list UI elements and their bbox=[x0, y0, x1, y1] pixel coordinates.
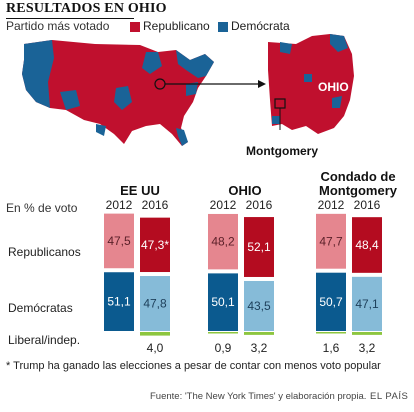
label-lib-ohio-2012: 0,9 bbox=[215, 341, 232, 355]
bar-dem-ohio-2012 bbox=[208, 273, 238, 331]
label-rep-ee-uu-2016: 47,3* bbox=[141, 238, 169, 252]
units-label: En % de voto bbox=[6, 201, 78, 215]
us-map-mid-atlantic bbox=[186, 82, 198, 96]
year-label-ee-uu-2012: 2012 bbox=[106, 198, 133, 212]
ohio-map-northeast bbox=[330, 34, 348, 52]
bar-lib-ohio-2016 bbox=[244, 332, 274, 335]
map-subtitle: Partido más votado bbox=[6, 19, 110, 33]
us-map-northeast bbox=[176, 50, 214, 78]
legend-swatch-republicano bbox=[130, 22, 140, 32]
bar-lib-montgomery-2012 bbox=[316, 332, 346, 334]
footnote: * Trump ha ganado las elecciones a pesar… bbox=[6, 360, 381, 372]
us-map-southwest bbox=[60, 90, 80, 110]
ohio-map-cincinnati bbox=[272, 116, 280, 124]
label-dem-ee-uu-2016: 47,8 bbox=[143, 297, 167, 311]
bar-rep-ee-uu-2012 bbox=[104, 213, 134, 269]
group-title-montgomery-line-1: Condado de bbox=[320, 169, 396, 184]
brand-credit: EL PAÍS bbox=[370, 391, 409, 402]
label-dem-montgomery-2012: 50,7 bbox=[319, 295, 343, 309]
row-label-liberal: Liberal/indep. bbox=[8, 333, 81, 347]
label-lib-montgomery-2016: 3,2 bbox=[359, 341, 376, 355]
ohio-map bbox=[268, 34, 354, 134]
ohio-map-southeast bbox=[332, 96, 342, 108]
bar-rep-montgomery-2016 bbox=[352, 217, 382, 273]
label-dem-ohio-2016: 43,5 bbox=[247, 299, 271, 313]
results-chart: 2012 51,1 47,5 2016 47,8 47,3* 4,0 2012 50,1 48,2… bbox=[104, 198, 382, 355]
ohio-map-columbus bbox=[304, 74, 312, 82]
bar-lib-ohio-2012 bbox=[208, 332, 238, 334]
bar-rep-ohio-2016 bbox=[244, 217, 274, 277]
label-rep-montgomery-2016: 48,4 bbox=[355, 238, 379, 252]
bar-dem-ee-uu-2012 bbox=[104, 272, 134, 331]
ohio-map-toledo bbox=[280, 42, 292, 54]
year-label-montgomery-2016: 2016 bbox=[354, 198, 381, 212]
label-dem-montgomery-2016: 47,1 bbox=[355, 297, 379, 311]
group-title-montgomery: Condado de Montgomery bbox=[308, 170, 408, 198]
bar-lib-montgomery-2016 bbox=[352, 332, 382, 335]
legend-label-democrata: Demócrata bbox=[231, 19, 290, 33]
bar-rep-ohio-2012 bbox=[208, 213, 238, 270]
us-map-florida bbox=[176, 128, 188, 146]
bar-lib-ee-uu-2016 bbox=[140, 332, 170, 336]
us-map bbox=[22, 40, 214, 146]
year-label-ohio-2012: 2012 bbox=[210, 198, 237, 212]
row-label-republicanos: Republicanos bbox=[8, 245, 81, 259]
bar-rep-montgomery-2012 bbox=[316, 213, 346, 269]
us-map-texas-south bbox=[96, 124, 106, 136]
bar-dem-montgomery-2016 bbox=[352, 276, 382, 331]
chart-title: RESULTADOS EN OHIO bbox=[6, 1, 167, 16]
connector-arrow bbox=[258, 80, 266, 88]
label-dem-ee-uu-2012: 51,1 bbox=[107, 295, 131, 309]
label-lib-ohio-2016: 3,2 bbox=[251, 341, 268, 355]
legend-swatch-democrata bbox=[218, 22, 228, 32]
bar-dem-ohio-2016 bbox=[244, 280, 274, 331]
label-rep-ohio-2016: 52,1 bbox=[247, 240, 271, 254]
us-map-mississippi bbox=[114, 86, 132, 110]
group-title-montgomery-line-2: Montgomery bbox=[319, 183, 397, 198]
source-credit: Fuente: 'The New York Times' y elaboraci… bbox=[150, 391, 367, 402]
bar-rep-ee-uu-2016 bbox=[140, 217, 170, 273]
label-lib-montgomery-2012: 1,6 bbox=[323, 341, 340, 355]
year-label-ee-uu-2016: 2016 bbox=[142, 198, 169, 212]
label-rep-montgomery-2012: 47,7 bbox=[319, 234, 343, 248]
label-rep-ohio-2012: 48,2 bbox=[211, 235, 235, 249]
title-underline bbox=[6, 18, 134, 19]
label-dem-ohio-2012: 50,1 bbox=[211, 295, 235, 309]
row-label-democratas: Demócratas bbox=[8, 301, 73, 315]
year-label-montgomery-2012: 2012 bbox=[318, 198, 345, 212]
ohio-map-base bbox=[268, 34, 354, 134]
bar-dem-ee-uu-2016 bbox=[140, 276, 170, 331]
montgomery-map-label: Montgomery bbox=[246, 144, 318, 158]
group-title-ee-uu: EE UU bbox=[120, 183, 160, 198]
bar-dem-montgomery-2012 bbox=[316, 272, 346, 331]
ohio-map-label: OHIO bbox=[318, 80, 349, 94]
label-rep-ee-uu-2012: 47,5 bbox=[107, 234, 131, 248]
year-label-ohio-2016: 2016 bbox=[246, 198, 273, 212]
us-map-west-coast bbox=[22, 40, 54, 108]
us-map-great-lakes bbox=[142, 52, 162, 74]
group-title-ohio: OHIO bbox=[228, 183, 262, 198]
legend-label-republicano: Republicano bbox=[143, 19, 210, 33]
maps-graphic bbox=[22, 34, 354, 146]
label-lib-ee-uu-2016: 4,0 bbox=[147, 341, 164, 355]
